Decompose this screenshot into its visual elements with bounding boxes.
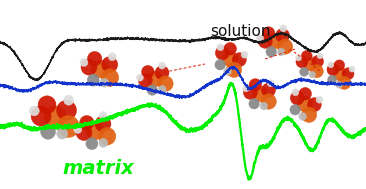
- Circle shape: [86, 138, 98, 150]
- Circle shape: [257, 35, 264, 42]
- Circle shape: [296, 56, 308, 68]
- Circle shape: [301, 107, 317, 122]
- Circle shape: [57, 128, 68, 139]
- Circle shape: [328, 75, 337, 84]
- Circle shape: [277, 48, 285, 56]
- Circle shape: [267, 80, 274, 87]
- Circle shape: [222, 51, 238, 67]
- Circle shape: [95, 116, 111, 132]
- Circle shape: [266, 46, 276, 57]
- Circle shape: [64, 95, 74, 105]
- Circle shape: [158, 76, 173, 91]
- Circle shape: [301, 50, 312, 61]
- Circle shape: [44, 106, 66, 128]
- Circle shape: [249, 98, 259, 109]
- Circle shape: [101, 69, 119, 86]
- Circle shape: [262, 27, 275, 39]
- Circle shape: [217, 44, 224, 51]
- Circle shape: [102, 57, 118, 73]
- Circle shape: [316, 96, 323, 103]
- Circle shape: [99, 112, 107, 120]
- Circle shape: [232, 53, 246, 67]
- Circle shape: [100, 78, 109, 87]
- Circle shape: [307, 98, 321, 112]
- Circle shape: [297, 96, 313, 112]
- Circle shape: [87, 74, 99, 86]
- Circle shape: [338, 76, 351, 89]
- Circle shape: [29, 106, 39, 116]
- Circle shape: [310, 65, 323, 78]
- Circle shape: [81, 59, 97, 75]
- Circle shape: [142, 65, 154, 78]
- Circle shape: [76, 125, 92, 140]
- Circle shape: [243, 85, 257, 99]
- Circle shape: [258, 34, 272, 48]
- Circle shape: [290, 91, 305, 105]
- Circle shape: [57, 115, 79, 137]
- Circle shape: [295, 55, 302, 61]
- Circle shape: [328, 62, 334, 68]
- Circle shape: [38, 96, 56, 114]
- Circle shape: [138, 73, 152, 87]
- Circle shape: [309, 71, 315, 78]
- Circle shape: [158, 62, 165, 69]
- Circle shape: [280, 25, 287, 32]
- Circle shape: [86, 122, 104, 140]
- Circle shape: [215, 46, 229, 60]
- Circle shape: [108, 53, 116, 61]
- Circle shape: [91, 60, 109, 78]
- Circle shape: [317, 53, 323, 59]
- Text: solution: solution: [210, 23, 270, 39]
- Circle shape: [80, 58, 88, 67]
- Circle shape: [241, 51, 248, 58]
- Circle shape: [224, 43, 236, 55]
- Circle shape: [261, 83, 276, 97]
- Circle shape: [147, 71, 163, 87]
- Circle shape: [31, 106, 51, 126]
- Circle shape: [277, 39, 293, 54]
- Circle shape: [226, 62, 242, 77]
- Circle shape: [299, 113, 306, 120]
- Circle shape: [224, 68, 231, 75]
- Circle shape: [56, 100, 76, 120]
- Circle shape: [87, 51, 102, 66]
- Circle shape: [311, 55, 324, 67]
- Circle shape: [303, 57, 317, 71]
- Circle shape: [333, 67, 347, 81]
- Circle shape: [336, 81, 342, 88]
- Circle shape: [327, 64, 339, 76]
- Circle shape: [137, 74, 143, 81]
- Circle shape: [158, 86, 166, 93]
- Circle shape: [342, 68, 354, 80]
- Circle shape: [243, 85, 250, 92]
- Circle shape: [299, 88, 311, 100]
- Circle shape: [249, 79, 262, 91]
- Circle shape: [334, 60, 345, 71]
- Circle shape: [267, 33, 283, 49]
- Circle shape: [276, 29, 290, 43]
- Circle shape: [99, 139, 108, 147]
- Circle shape: [98, 128, 116, 145]
- Circle shape: [300, 67, 309, 76]
- Circle shape: [260, 102, 268, 110]
- Circle shape: [215, 60, 225, 70]
- Circle shape: [292, 89, 299, 96]
- Circle shape: [290, 105, 300, 115]
- Circle shape: [80, 115, 94, 130]
- Circle shape: [252, 86, 268, 102]
- Circle shape: [155, 66, 169, 80]
- Circle shape: [147, 85, 157, 95]
- Circle shape: [41, 124, 56, 139]
- Circle shape: [74, 125, 82, 133]
- Circle shape: [261, 94, 276, 109]
- Text: matrix: matrix: [62, 160, 134, 178]
- Circle shape: [349, 66, 355, 72]
